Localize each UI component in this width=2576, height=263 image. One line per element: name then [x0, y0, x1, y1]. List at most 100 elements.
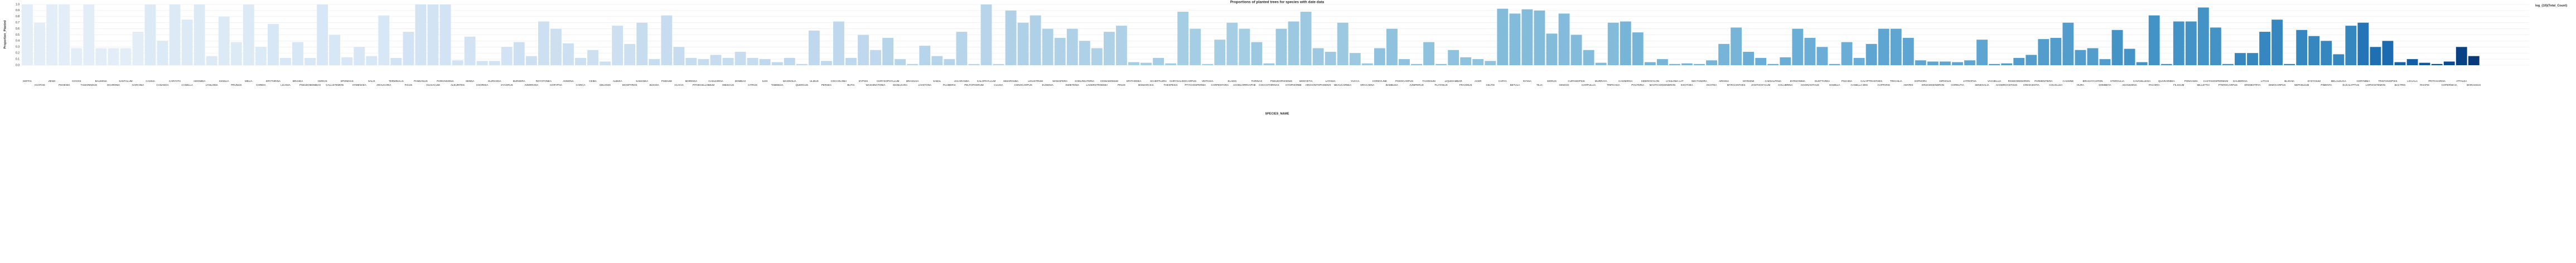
x-tick-label: GINKGO	[1559, 84, 1570, 86]
bar	[95, 48, 107, 65]
x-tick-label: JACARANDA	[954, 80, 969, 82]
bar	[1091, 48, 1103, 65]
x-tick-label: CANANGA	[156, 84, 168, 86]
y-tick-label: 0.0	[16, 64, 20, 67]
bar	[600, 61, 611, 65]
x-tick-label: WODYETIA	[1299, 80, 1313, 82]
bar	[1841, 42, 1853, 65]
bar	[980, 4, 992, 65]
x-tick-label: MORINGA	[685, 80, 698, 82]
bar	[1153, 57, 1164, 65]
bar	[1743, 52, 1755, 65]
bar	[1337, 22, 1349, 66]
x-tick-label: LOPHOSTEMON	[2366, 84, 2385, 86]
x-tick-label: BACTRIS	[2395, 84, 2406, 86]
bar	[1190, 28, 1201, 65]
bar	[759, 59, 771, 65]
x-tick-label: KOELREUTERIA	[1075, 80, 1094, 82]
x-tick-label: DIPHOLIS	[1939, 80, 1951, 82]
bar	[1066, 28, 1078, 65]
bar	[2406, 59, 2418, 65]
bar	[194, 4, 205, 65]
bar	[1509, 13, 1521, 66]
bar	[255, 47, 267, 65]
bar	[685, 57, 697, 65]
x-tick-label: TAMARINDUS	[81, 84, 97, 86]
bar	[661, 15, 673, 65]
x-tick-label: PITHECELLOBIUM	[693, 84, 715, 86]
bar	[2382, 41, 2394, 65]
bar	[1165, 63, 1177, 65]
x-tick-label: HURA	[2077, 84, 2084, 86]
bar	[1829, 64, 1840, 65]
bar	[1202, 64, 1214, 65]
x-tick-label: SCHEFFLERA	[1150, 80, 1167, 82]
x-tick-label: PSEUDOPHOENIX	[1270, 80, 1292, 82]
x-tick-label: ZENO	[49, 80, 56, 82]
x-tick-label: MELALEUCA	[2331, 80, 2346, 82]
x-tick-label: BAMBUSA	[1386, 84, 1398, 86]
bar	[452, 60, 463, 65]
x-tick-label: ULMUS	[810, 80, 819, 82]
bar	[230, 42, 242, 65]
bar	[1521, 9, 1533, 65]
bar	[2099, 59, 2111, 65]
bar	[2087, 48, 2099, 65]
x-tick-label: SOPHORA	[1915, 80, 1927, 82]
bar	[2284, 64, 2295, 65]
x-tick-label: DOMBEYA	[2099, 84, 2111, 86]
x-tick-label: CELTIS	[1486, 84, 1495, 86]
bar	[771, 62, 783, 65]
bar	[403, 32, 414, 65]
y-tick-label: 0.2	[16, 52, 20, 55]
x-tick-label: ARDISIA	[1719, 80, 1729, 82]
x-tick-label: MURRAYA	[1595, 80, 1607, 82]
bar	[1780, 57, 1791, 65]
x-tick-label: CAESALPINIA	[1765, 80, 1782, 82]
x-tick-label: TRICHILIA	[1890, 80, 1902, 82]
bar	[1116, 26, 1127, 65]
x-tick-label: OCOTEA	[1707, 84, 1717, 86]
x-tick-label: CONOCARPUS	[1014, 84, 1032, 86]
x-axis-label: SPECIES_NAME	[1265, 112, 1289, 115]
bar	[489, 61, 500, 65]
x-tick-label: DRACAENA	[1360, 84, 1374, 86]
x-tick-label: PARMENTIERA	[2034, 80, 2052, 82]
bar	[1939, 61, 1951, 65]
x-tick-label: BUTIA	[847, 84, 854, 86]
x-tick-label: PERSEA	[821, 84, 832, 86]
x-tick-label: DELONIX	[600, 84, 611, 86]
x-tick-label: LITCHI	[2261, 80, 2269, 82]
x-tick-label: CARICA	[576, 84, 585, 86]
x-tick-label: CORDIA	[256, 84, 266, 86]
x-tick-label: KRUGIODENDRON	[1922, 84, 1945, 86]
x-tick-label: MAGNOLIA	[783, 80, 796, 82]
bar	[83, 4, 95, 65]
x-tick-label: MILLETTIA	[2197, 84, 2210, 86]
bar	[2431, 64, 2443, 65]
x-tick-label: CANELLA WIN	[1850, 84, 1867, 86]
bar	[2235, 53, 2246, 65]
bar	[243, 4, 254, 65]
x-tick-label: PRUNUS	[231, 84, 241, 86]
bar	[1731, 27, 1742, 65]
x-tick-label: ACOELORRHAPHE	[1233, 84, 1256, 86]
x-tick-label: SALIX	[368, 80, 375, 82]
x-tick-label: CITRUS	[748, 84, 757, 86]
x-tick-label: ARCHONTOPHOENIX	[1306, 84, 1331, 86]
x-tick-label: BURSERA	[513, 80, 525, 82]
x-tick-label: YUCCA	[1351, 80, 1360, 82]
x-tick-label: SENEGALIA	[1975, 84, 1989, 86]
x-tick-label: CALOPHYLLUM	[977, 80, 996, 82]
bar	[1644, 62, 1656, 65]
bar	[1214, 40, 1226, 65]
bar	[1632, 32, 1644, 65]
x-tick-label: ZANTHOXYLUM	[1751, 84, 1770, 86]
x-tick-label: AGATHIS	[34, 84, 45, 86]
y-tick-label: 0.5	[16, 33, 20, 37]
x-tick-label: OCHROMA	[107, 84, 120, 86]
x-tick-label: ADANSONIA	[2122, 84, 2137, 86]
x-tick-label: LICANIA	[281, 84, 291, 86]
bar	[993, 64, 1004, 65]
bar	[1964, 60, 1975, 65]
